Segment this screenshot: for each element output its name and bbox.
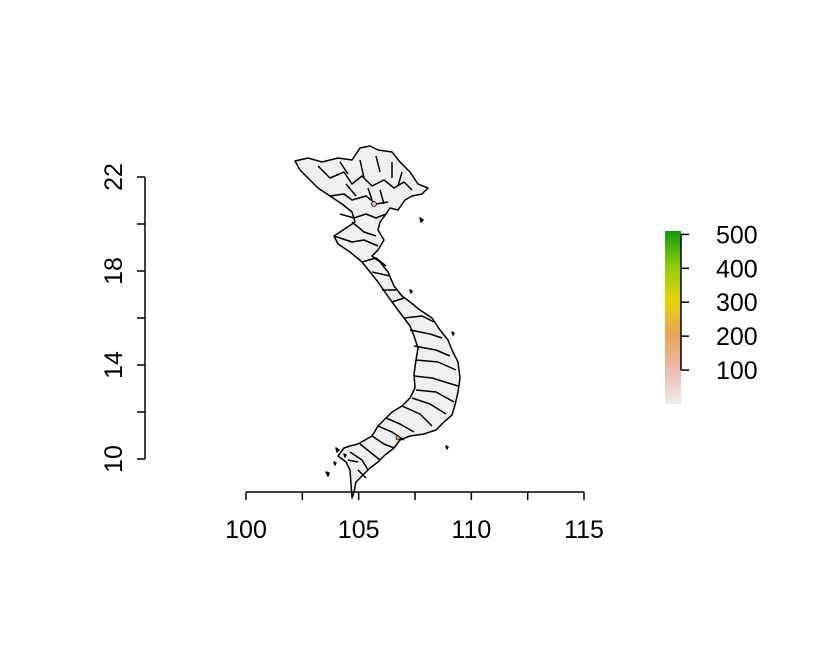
y-tick-label: 18 — [100, 257, 128, 285]
island — [409, 289, 413, 294]
legend-tick-label: 500 — [716, 221, 758, 249]
island — [451, 331, 455, 336]
vietnam-map — [294, 145, 461, 499]
highlight-province — [371, 201, 377, 207]
x-tick-label: 115 — [564, 516, 604, 544]
x-tick-label: 110 — [451, 516, 491, 544]
x-axis: 100 105 110 115 — [225, 491, 604, 544]
legend-tick-label: 100 — [716, 357, 758, 385]
island — [419, 217, 424, 223]
legend-tick-label: 400 — [716, 255, 758, 283]
highlight-province — [395, 435, 401, 441]
island — [335, 447, 340, 453]
y-tick-label: 14 — [100, 351, 128, 379]
island — [325, 471, 330, 477]
y-axis: 10 14 18 22 — [100, 163, 146, 473]
x-tick-label: 100 — [225, 516, 267, 544]
island — [333, 461, 337, 466]
island — [343, 453, 347, 458]
country-outline — [294, 145, 461, 499]
legend-color-bar — [665, 231, 681, 404]
color-legend: 100 200 300 400 500 — [665, 221, 758, 404]
x-tick-label: 105 — [338, 516, 380, 544]
legend-tick-label: 300 — [716, 289, 758, 317]
province-borders — [317, 155, 459, 479]
island — [445, 445, 449, 450]
y-tick-label: 22 — [100, 163, 128, 191]
y-tick-label: 10 — [100, 445, 128, 473]
legend-tick-label: 200 — [716, 323, 758, 351]
